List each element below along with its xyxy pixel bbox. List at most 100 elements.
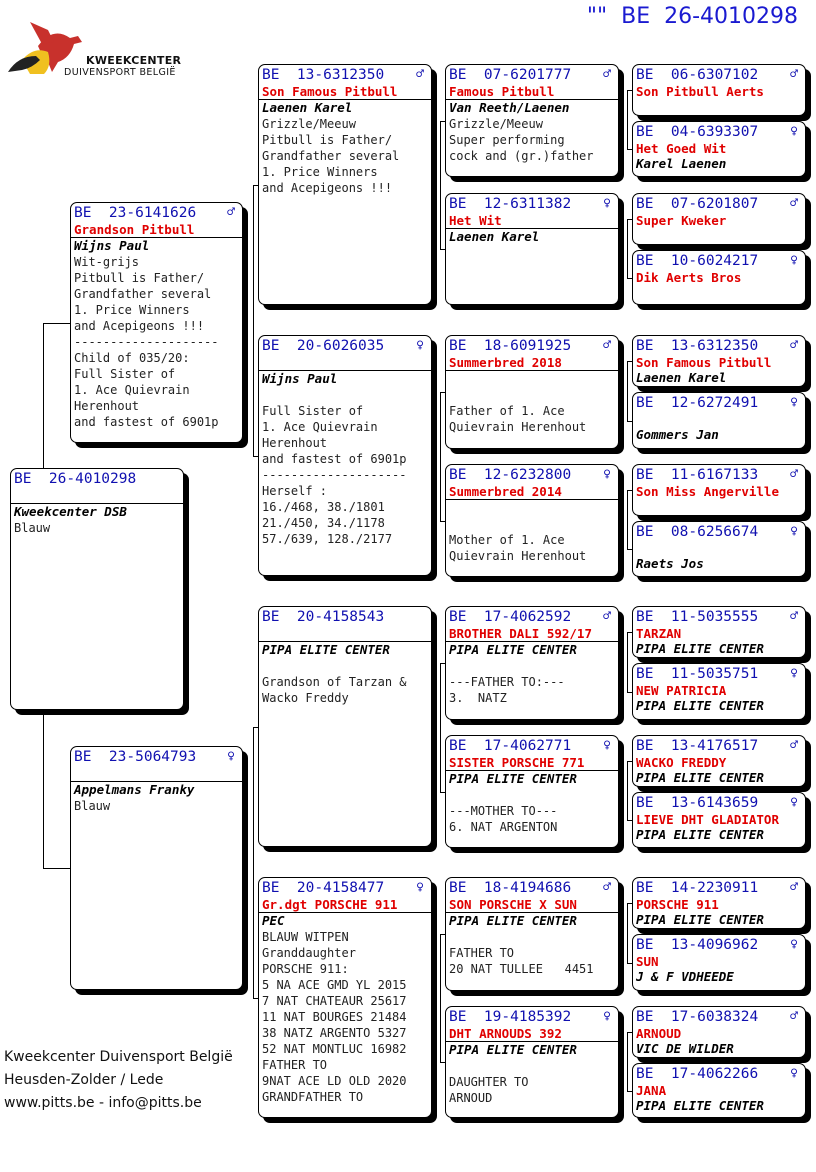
female-icon: ♀ [603,467,611,482]
connector-line [627,903,628,963]
breeder-name [636,285,802,301]
breeder-name: PIPA ELITE CENTER [636,770,764,785]
pigeon-card[interactable]: BE 12-6311382 ♀ Het Wit Laenen Karel [445,193,619,305]
connector-line [627,149,632,150]
ring-number-text: BE 23-6141626 [74,205,197,221]
footer-contact[interactable]: www.pitts.be - info@pitts.be [4,1095,202,1111]
pigeon-card[interactable]: BE 20-4158477 ♀ Gr.dgt PORSCHE 911 PEC BLAUW… [258,877,432,1118]
ring-number: BE 20-4158543 [262,609,428,626]
connector-line [43,868,70,869]
ring-number: BE 17-4062266 ♀ [636,1066,802,1083]
pigeon-card[interactable]: BE 20-4158543 PIPA ELITE CENTER Grandson o… [258,606,432,847]
ring-number: BE 10-6024217 ♀ [636,253,802,270]
pigeon-card[interactable]: BE 17-4062266 ♀ JANA PIPA ELITE CENTER [632,1063,806,1118]
pigeon-card[interactable]: BE 11-5035555 ♂ TARZAN PIPA ELITE CENTER [632,606,806,658]
pigeon-card[interactable]: BE 20-6026035 ♀ Wijns Paul Full Sister of 1.… [258,335,432,576]
pigeon-card[interactable]: BE 26-4010298 Kweekcenter DSB Blauw [10,468,184,710]
breeder-name [449,371,615,387]
divider [446,1041,618,1042]
female-icon: ♀ [227,749,235,764]
info-line: Wacko Freddy [262,691,349,705]
ring-number-text: BE 19-4185392 [449,1009,572,1025]
pigeon-card[interactable]: BE 19-4185392 ♀ DHT ARNOUDS 392 PIPA ELITE … [445,1006,619,1118]
pigeon-card[interactable]: BE 14-2230911 ♂ PORSCHE 911 PIPA ELITE CENT… [632,877,806,929]
info-line: 57./639, 128./2177 [262,532,393,546]
connector-line [43,322,70,324]
divider [71,237,242,238]
pigeon-card[interactable]: BE 12-6272491 ♀ Gommers Jan [632,392,806,449]
male-icon: ♂ [603,338,611,353]
info-line: -------------------- [262,468,407,482]
connector-line [627,490,632,491]
breeder-name: PIPA ELITE CENTER [636,698,764,713]
pigeon-card[interactable]: BE 06-6307102 ♂ Son Pitbull Aerts [632,64,806,116]
info-line: Super performing [449,133,565,147]
ring-number-text: BE 12-6232800 [449,467,572,483]
pigeon-card[interactable]: BE 11-5035751 ♀ NEW PATRICIA PIPA ELITE CEN… [632,663,806,720]
connector-line [253,997,258,999]
male-icon: ♂ [790,467,798,482]
pigeon-card[interactable]: BE 12-6232800 ♀ Summerbred 2014 Mother of 1… [445,464,619,577]
info-line [449,1058,615,1074]
info-line: 20 NAT TULLEE 4451 [449,962,594,976]
ring-number: BE 08-6256674 ♀ [636,524,802,541]
pigeon-card[interactable]: BE 17-6038324 ♂ ARNOUD VIC DE WILDER [632,1006,806,1058]
info-line: 6. NAT ARGENTON [449,820,558,834]
pigeon-name: BROTHER DALI 592/17 [449,626,592,641]
info-line: Herenhout [262,436,328,450]
connector-line [627,490,628,549]
pigeon-name: DHT ARNOUDS 392 [449,1026,562,1041]
pigeon-card[interactable]: BE 04-6393307 ♀ Het Goed Wit Karel Laenen [632,121,806,177]
info-line: Wit-grijs [74,255,140,269]
pigeon-card[interactable]: BE 10-6024217 ♀ Dik Aerts Bros [632,250,806,305]
info-line: Grizzle/Meeuw [262,117,356,131]
pigeon-card[interactable]: BE 13-4096962 ♀ SUN J & F VDHEEDE [632,934,806,991]
pigeon-card[interactable]: BE 18-4194686 ♂ SON PORSCHE X SUN PIPA ELIT… [445,877,619,991]
pigeon-name [636,541,802,556]
male-icon: ♂ [603,609,611,624]
pigeon-logo-icon [8,22,82,74]
breeder-name: Laenen Karel [636,370,727,385]
pigeon-name: Gr.dgt PORSCHE 911 [262,897,398,912]
info-line: cock and (gr.)father [449,149,594,163]
info-line: ---FATHER TO:--- [449,675,565,689]
breeder-name: Wijns Paul [262,371,338,386]
ring-number: BE 11-6167133 ♂ [636,467,802,484]
ring-number-text: BE 13-4176517 [636,738,759,754]
pigeon-card[interactable]: BE 07-6201807 ♂ Super Kweker [632,193,806,245]
male-icon: ♂ [603,880,611,895]
male-icon: ♂ [790,609,798,624]
pigeon-card[interactable]: BE 07-6201777 ♂ Famous Pitbull Van Reeth/La… [445,64,619,177]
ring-number-text: BE 08-6256674 [636,524,759,540]
male-icon: ♂ [227,205,235,220]
breeder-name: PIPA ELITE CENTER [636,641,764,656]
pigeon-card[interactable]: BE 08-6256674 ♀ Raets Jos [632,521,806,577]
divider [446,499,618,500]
ring-number-text: BE 17-4062592 [449,609,572,625]
info-line: Blauw [74,799,111,813]
pigeon-card[interactable]: BE 17-4062771 ♀ SISTER PORSCHE 771 PIPA ELI… [445,735,619,848]
pigeon-card[interactable]: BE 17-4062592 ♂ BROTHER DALI 592/17 PIPA EL… [445,606,619,720]
pigeon-card[interactable]: BE 13-6143659 ♀ LIEVE DHT GLADIATOR PIPA EL… [632,792,806,848]
pigeon-card[interactable]: BE 13-6312350 ♂ Son Famous Pitbull Laenen K… [258,64,432,305]
pigeon-card[interactable]: BE 11-6167133 ♂ Son Miss Angerville [632,464,806,516]
connector-line [627,1032,628,1091]
info-line: ---MOTHER TO--- [449,804,558,818]
pigeon-card[interactable]: BE 23-5064793 ♀ Appelmans Franky Blauw [70,746,243,990]
info-line: Herself : [262,484,328,498]
breeder-name: VIC DE WILDER [636,1041,734,1056]
ring-number-text: BE 17-4062771 [449,738,572,754]
female-icon: ♀ [790,524,798,539]
pigeon-name [636,412,802,427]
ring-number: BE 17-6038324 ♂ [636,1009,802,1026]
pigeon-card[interactable]: BE 13-6312350 ♂ Son Famous Pitbull Laenen K… [632,335,806,387]
connector-line [627,761,628,820]
ring-number-text: BE 23-5064793 [74,749,197,765]
info-line: BLAUW WITPEN [262,930,349,944]
info-line: Pitbull is Father/ [74,271,205,285]
pigeon-card[interactable]: BE 18-6091925 ♂ Summerbred 2018 Father of 1… [445,335,619,449]
pigeon-card[interactable]: BE 23-6141626 ♂ Grandson Pitbull Wijns Paul… [70,202,243,443]
female-icon: ♀ [603,738,611,753]
info-line: 1. Ace Quievrain [262,420,378,434]
pigeon-card[interactable]: BE 13-4176517 ♂ WACKO FREDDY PIPA ELITE CEN… [632,735,806,787]
